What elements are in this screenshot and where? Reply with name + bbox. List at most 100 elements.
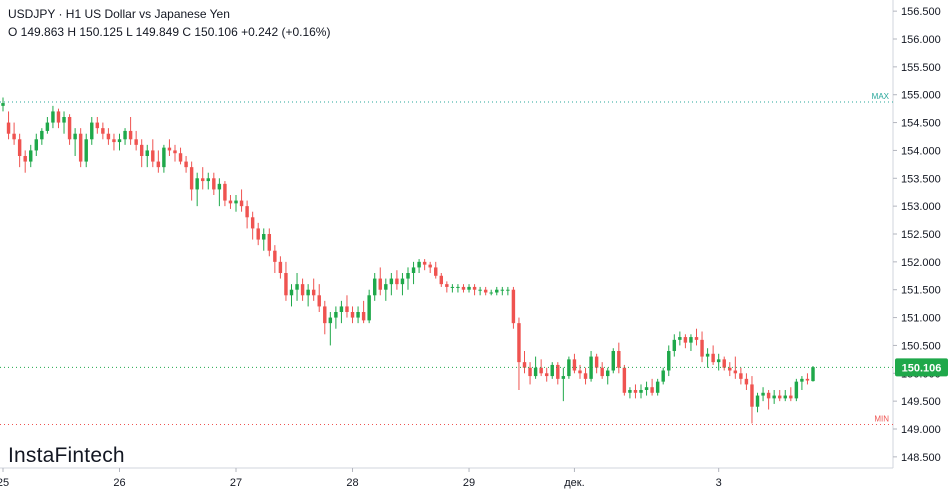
brand-logo: InstaFintech <box>8 444 125 467</box>
candle-body <box>594 356 599 368</box>
candle-body <box>589 356 593 379</box>
x-tick-label: 25 <box>0 477 9 489</box>
y-tick-label: 155.500 <box>901 62 941 74</box>
candle-body <box>539 367 543 374</box>
candle-body <box>1 103 5 106</box>
candle-body <box>445 284 449 287</box>
candle-body <box>617 351 621 368</box>
candle-body <box>766 392 771 399</box>
last-price-label: 150.106 <box>902 362 942 374</box>
candle-body <box>223 183 227 201</box>
candle-body <box>378 278 382 290</box>
candle-body <box>500 289 505 291</box>
legend-ohlc: O 149.863 H 150.125 L 149.849 C 150.106 … <box>8 25 331 39</box>
candle-body <box>800 378 804 382</box>
candle-body <box>467 286 471 290</box>
candle-body <box>145 150 149 156</box>
candle-body <box>683 337 688 343</box>
candle-body <box>472 286 477 290</box>
candle-body <box>67 117 72 140</box>
x-tick-label: 28 <box>346 477 358 489</box>
candle-body <box>600 367 604 377</box>
candle-body <box>528 367 532 377</box>
candle-body <box>345 306 349 312</box>
candle-body <box>711 353 715 363</box>
y-tick-label: 150.500 <box>901 340 941 352</box>
candle-body <box>206 178 210 182</box>
candle-body <box>716 359 721 363</box>
candle-body <box>372 278 377 296</box>
candle-body <box>550 364 554 377</box>
candle-body <box>650 387 654 393</box>
candle-body <box>361 312 366 321</box>
candle-body <box>6 122 11 134</box>
candle-body <box>284 273 288 296</box>
candle-body <box>262 234 266 240</box>
candle-body <box>495 289 499 293</box>
candle-body <box>728 367 732 371</box>
candle-body <box>411 267 416 273</box>
candle-body <box>228 200 233 204</box>
candle-body <box>34 139 39 151</box>
candle-body <box>173 150 177 154</box>
candle-body <box>628 390 632 393</box>
candle-body <box>56 111 61 123</box>
candle-body <box>317 295 321 307</box>
candle-body <box>667 351 671 371</box>
candle-body <box>522 362 527 368</box>
candle-body <box>278 261 283 273</box>
candle-body <box>189 167 194 190</box>
candle-body <box>722 359 726 368</box>
y-tick-label: 154.500 <box>901 118 941 130</box>
candle-body <box>422 261 427 265</box>
candle-body <box>151 150 155 162</box>
candle-body <box>178 153 183 162</box>
candle-body <box>162 147 166 168</box>
candle-body <box>739 373 743 379</box>
max-label: MAX <box>872 92 890 101</box>
x-tick-label: 27 <box>230 477 242 489</box>
candle-body <box>755 395 760 407</box>
candle-body <box>811 367 815 382</box>
candle-body <box>40 130 44 140</box>
y-tick-label: 149.500 <box>901 396 941 408</box>
candle-body <box>622 367 627 393</box>
candle-body <box>139 144 144 156</box>
candle-body <box>201 178 205 182</box>
candle-body <box>611 351 615 371</box>
candle-body <box>678 337 682 340</box>
candle-body <box>578 370 582 374</box>
candle-body <box>700 339 704 357</box>
candle-body <box>95 122 100 129</box>
candle-body <box>533 367 538 377</box>
candle-body <box>805 378 810 381</box>
candle-body <box>62 117 66 123</box>
candle-body <box>461 286 466 290</box>
candle-body <box>439 275 444 285</box>
candle-body <box>212 178 216 190</box>
candle-body <box>400 278 405 285</box>
candle-body <box>73 133 77 140</box>
candle-body <box>239 200 244 207</box>
min-label: MIN <box>874 415 889 424</box>
candle-body <box>289 289 294 296</box>
candle-body <box>250 217 255 229</box>
candle-body <box>750 384 754 407</box>
candle-body <box>789 395 793 399</box>
candle-body <box>489 292 493 294</box>
candle-body <box>234 200 238 204</box>
candle-body <box>744 378 749 385</box>
candle-body <box>134 139 138 145</box>
candle-body <box>661 370 665 382</box>
y-tick-label: 153.500 <box>901 173 941 185</box>
candle-body <box>417 261 421 268</box>
candle-body <box>17 139 22 156</box>
candle-body <box>300 284 305 296</box>
candle-body <box>606 370 610 377</box>
candle-body <box>406 273 410 279</box>
candle-body <box>483 289 488 293</box>
candle-body <box>572 359 577 371</box>
candle-body <box>323 306 327 324</box>
